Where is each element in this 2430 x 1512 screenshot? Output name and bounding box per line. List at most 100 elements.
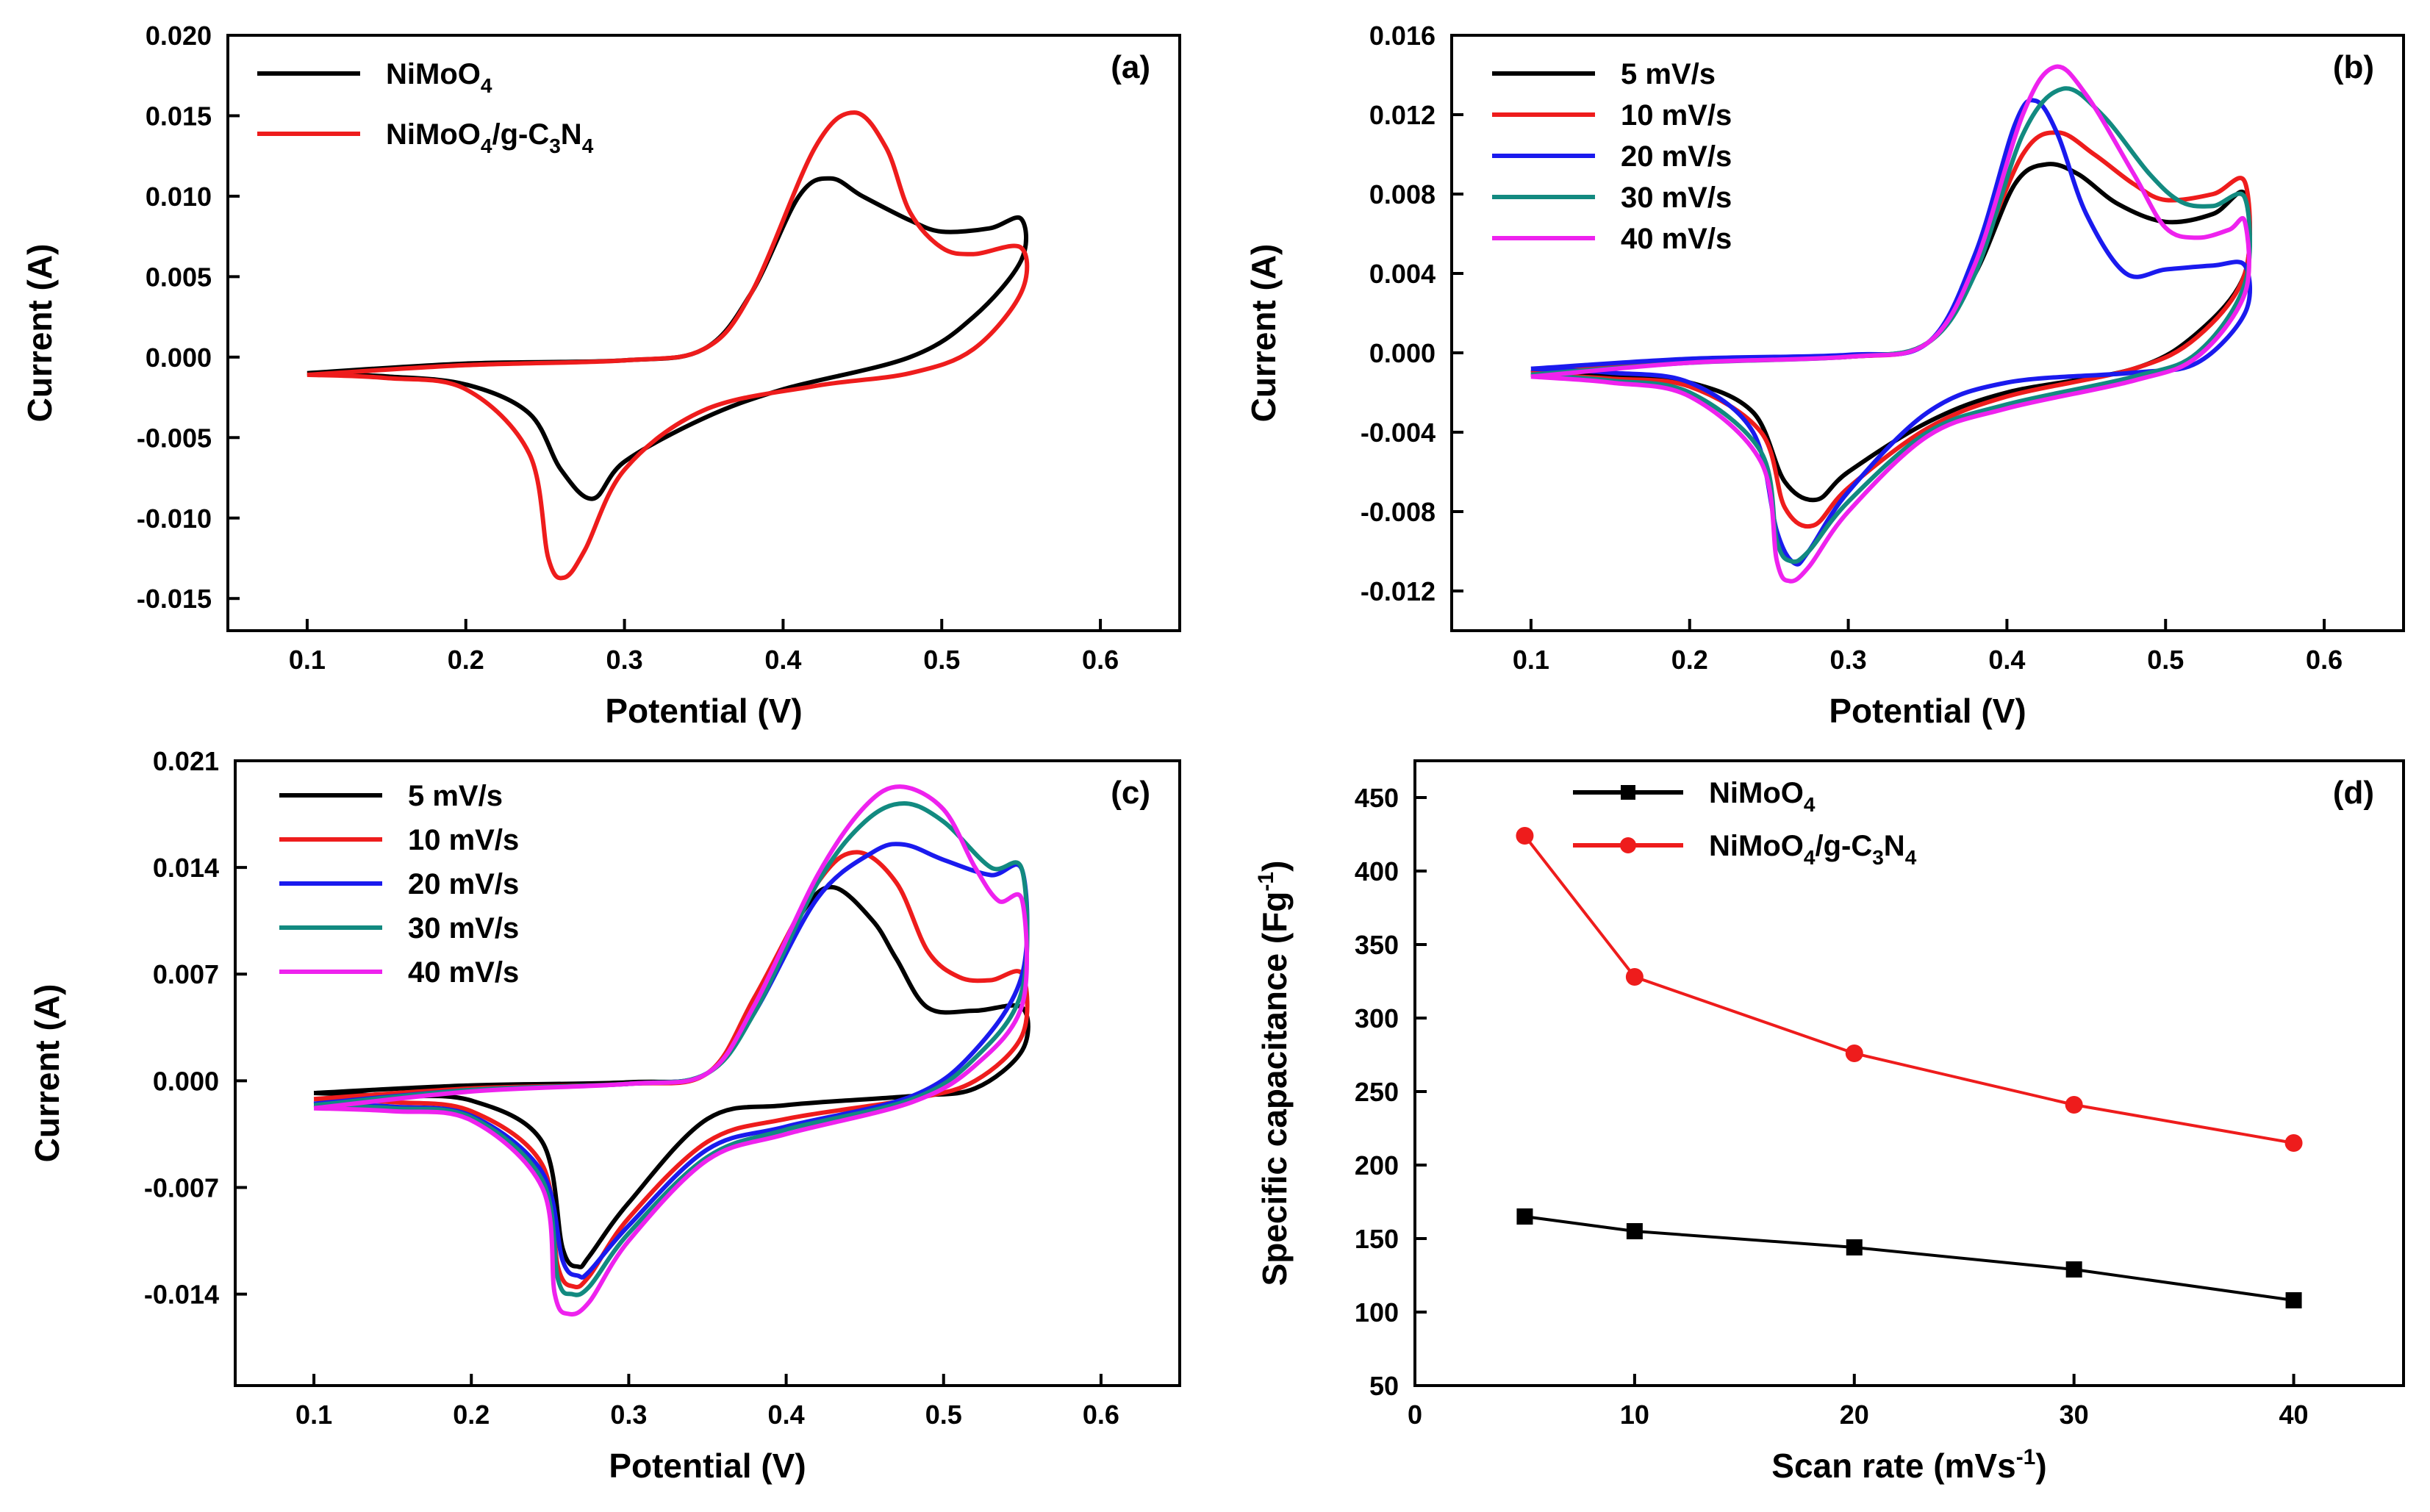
legend-label-sub: 4 [582,135,594,157]
legend-label-sub: 4 [1804,846,1816,869]
y-tick-label: -0.014 [144,1280,219,1310]
legend-label: 10 mV/s [408,824,519,856]
legend-marker [1621,785,1635,800]
series-line [1523,834,2294,1144]
legend-label-sub: 3 [1872,846,1884,869]
legend-label: NiMoO4/g-C3N4 [1709,830,1917,869]
legend-label-main: NiMoO [1709,777,1804,809]
legend-marker [1620,837,1636,853]
series-line [1530,162,2253,503]
legend-label: 30 mV/s [408,912,519,945]
legend-label-main: 10 mV/s [408,824,519,856]
y-tick-label: 0.020 [146,21,212,51]
y-tick-label: -0.005 [137,423,212,453]
x-tick-label: 0.6 [1083,1400,1119,1430]
x-tick-label: 0.5 [923,645,960,675]
data-point [2065,1096,2083,1114]
legend-entry: 5 mV/s [279,780,503,812]
data-point [2284,1134,2303,1152]
x-tick-label: 0.5 [925,1400,962,1430]
legend-label-main: 40 mV/s [408,956,519,989]
y-tick-label: 0.008 [1369,179,1436,209]
legend-entry: NiMoO4 [257,58,492,97]
x-axis-title-text: Potential (V) [609,1447,806,1485]
x-tick-label: 40 [2279,1400,2309,1430]
legend-entry: 20 mV/s [1492,140,1732,173]
y-tick-label: 0.000 [153,1066,219,1096]
x-tick-label: 0.4 [764,645,801,675]
series-line [307,110,1030,581]
x-axis-title-sup: -1 [2016,1445,2036,1469]
legend-label: 40 mV/s [408,956,519,989]
x-tick-label: 0.1 [1513,645,1549,675]
y-tick-label: 0.015 [146,101,212,131]
series-2 [313,842,1030,1280]
panel-tag: (b) [2333,49,2374,85]
y-tick-label: -0.004 [1361,418,1436,448]
x-axis-title-text: Potential (V) [1829,692,2026,730]
data-point [1516,1208,1533,1225]
y-tick-label: 450 [1355,783,1399,813]
plot-frame [234,759,1181,1387]
series-line [1530,64,2251,584]
y-tick-label: 400 [1355,856,1399,886]
series-1 [307,110,1030,581]
x-tick-label: 0.6 [2306,645,2343,675]
x-axis-title: Potential (V) [605,692,802,730]
y-tick-label: -0.010 [137,504,212,534]
panel-tag: (a) [1111,49,1150,85]
y-tick-label: 150 [1355,1224,1399,1254]
x-tick-label: 0.6 [1082,645,1119,675]
x-tick-label: 20 [1840,1400,1869,1430]
y-tick-label: 0.014 [153,853,219,883]
y-tick-label: -0.007 [144,1172,219,1203]
y-axis-title-sup: -1 [1254,872,1278,892]
y-axis-title-text: Current (A) [21,244,59,423]
y-axis-title: Current (A) [28,984,66,1163]
legend-label-sub: 4 [481,135,492,157]
series-0 [1516,1208,2302,1308]
plot-frame [1450,34,2405,632]
legend-label-sub: 3 [549,135,561,157]
legend-label-tail: N [561,118,582,151]
y-tick-label: 0.012 [1369,100,1436,130]
legend-label-main: 40 mV/s [1621,223,1732,255]
legend-label-main: NiMoO [386,118,481,151]
series-line [313,784,1029,1317]
x-axis-title: Potential (V) [1829,692,2026,730]
legend-entry: NiMoO4/g-C3N4 [257,118,594,157]
series-4 [313,784,1029,1317]
y-tick-label: 0.000 [146,343,212,373]
legend-label: NiMoO4/g-C3N4 [386,118,594,157]
legend-entry: 20 mV/s [279,868,519,900]
legend-label-main: 30 mV/s [408,912,519,945]
x-tick-label: 0.5 [2147,645,2184,675]
legend-label: 10 mV/s [1621,99,1732,132]
panel-tag: (d) [2333,775,2374,811]
x-tick-label: 0.3 [1830,645,1867,675]
y-tick-label: 300 [1355,1003,1399,1033]
legend-label-main: 30 mV/s [1621,182,1732,214]
series-line [313,842,1030,1280]
y-tick-label: 0.016 [1369,21,1436,51]
series-0 [1530,162,2253,503]
legend-label-main: 20 mV/s [408,868,519,900]
y-tick-label: 0.004 [1369,259,1436,289]
x-tick-label: 10 [1620,1400,1649,1430]
legend-label-mid: /g-C [1815,830,1872,862]
x-tick-label: 0.1 [295,1400,332,1430]
data-point [1516,827,1534,845]
x-tick-label: 0.3 [606,645,643,675]
legend-entry: NiMoO4 [1573,777,1816,816]
x-tick-label: 0.3 [610,1400,647,1430]
legend-entry: 10 mV/s [279,824,519,856]
legend-label: 5 mV/s [1621,58,1716,90]
legend-label: NiMoO4 [386,58,492,97]
y-axis-title: Current (A) [21,244,59,423]
legend-label-main: 5 mV/s [408,780,503,812]
legend-label-sub: 4 [1905,846,1917,869]
x-tick-label: 0 [1408,1400,1422,1430]
y-axis-title: Specific capacitance (Fg-1) [1254,861,1294,1286]
legend-label-main: NiMoO [1709,830,1804,862]
